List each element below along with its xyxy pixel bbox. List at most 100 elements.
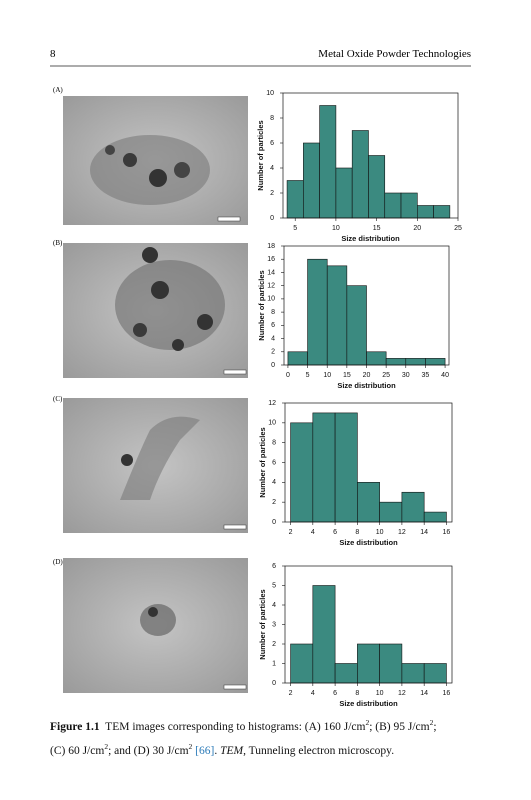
y-axis-label: Number of particles xyxy=(258,589,267,659)
y-tick-label: 4 xyxy=(270,165,274,172)
x-tick-label: 20 xyxy=(413,225,421,232)
bar xyxy=(433,205,451,219)
x-tick-label: 15 xyxy=(343,372,351,379)
y-tick-label: 8 xyxy=(271,309,275,316)
y-tick-label: 14 xyxy=(267,269,275,276)
caption-text: 2 xyxy=(429,718,434,727)
x-tick-label: 8 xyxy=(355,690,359,697)
y-axis-label: Number of particles xyxy=(258,427,267,497)
x-axis-label: Size distribution xyxy=(339,699,398,708)
tem-image-a xyxy=(63,96,248,225)
bar xyxy=(312,585,336,684)
x-axis-label: Size distribution xyxy=(341,234,400,243)
bar xyxy=(423,511,447,523)
y-tick-label: 2 xyxy=(271,349,275,356)
y-tick-label: 10 xyxy=(266,90,274,97)
x-tick-label: 12 xyxy=(398,690,406,697)
y-tick-label: 0 xyxy=(270,215,274,222)
y-tick-label: 0 xyxy=(272,519,276,526)
y-tick-label: 8 xyxy=(270,115,274,122)
caption-text: ; and (D) 30 J/cm xyxy=(108,745,189,757)
y-tick-label: 2 xyxy=(270,190,274,197)
bar xyxy=(286,180,304,219)
y-tick-label: 6 xyxy=(270,140,274,147)
bar xyxy=(335,167,353,219)
bar xyxy=(334,412,358,523)
bar xyxy=(312,412,336,523)
caption-text: Figure 1.1 xyxy=(50,721,100,733)
panel-label: (C) xyxy=(53,395,63,403)
bar xyxy=(346,285,367,366)
x-tick-label: 10 xyxy=(332,225,340,232)
y-tick-label: 10 xyxy=(267,296,275,303)
bar xyxy=(290,422,314,523)
y-tick-label: 18 xyxy=(267,243,275,250)
x-tick-label: 14 xyxy=(420,690,428,697)
x-tick-label: 30 xyxy=(402,372,410,379)
caption-line: (C) 60 J/cm2; and (D) 30 J/cm2 [66]. TEM… xyxy=(50,737,490,761)
bar xyxy=(290,643,314,684)
bar xyxy=(379,501,403,523)
bar xyxy=(417,205,434,219)
y-tick-label: 2 xyxy=(272,641,276,648)
bar xyxy=(366,351,387,366)
page-number: 8 xyxy=(50,48,56,60)
panel-label: (B) xyxy=(53,239,63,247)
bar xyxy=(303,142,320,219)
y-tick-label: 6 xyxy=(271,322,275,329)
citation-link[interactable]: [66] xyxy=(192,745,215,757)
plot-frame xyxy=(282,92,459,219)
bar xyxy=(400,192,418,219)
caption-text: . xyxy=(214,745,221,757)
bar xyxy=(357,643,380,684)
tem-image-c xyxy=(63,398,248,533)
bar xyxy=(423,663,447,684)
y-tick-label: 6 xyxy=(272,563,276,570)
y-tick-label: 12 xyxy=(268,400,276,407)
x-tick-label: 15 xyxy=(373,225,381,232)
x-tick-label: 40 xyxy=(441,372,449,379)
y-axis-label: Number of particles xyxy=(256,120,265,190)
bar xyxy=(368,155,386,219)
x-tick-label: 2 xyxy=(289,690,293,697)
tem-image-d xyxy=(63,558,248,693)
y-tick-label: 1 xyxy=(272,660,276,667)
x-tick-label: 10 xyxy=(376,529,384,536)
caption-text: (C) 60 J/cm xyxy=(50,745,105,757)
bar xyxy=(385,358,407,366)
bar xyxy=(405,358,426,366)
panel-label: (A) xyxy=(53,86,63,94)
y-tick-label: 8 xyxy=(272,440,276,447)
y-tick-label: 4 xyxy=(271,335,275,342)
tem-image-b xyxy=(63,243,248,378)
x-tick-label: 5 xyxy=(293,225,297,232)
y-tick-label: 0 xyxy=(271,362,275,369)
panel-label: (D) xyxy=(53,558,63,566)
bar xyxy=(326,265,348,366)
x-axis-label: Size distribution xyxy=(339,538,398,547)
x-tick-label: 0 xyxy=(286,372,290,379)
caption-text: TEM xyxy=(220,745,244,757)
x-tick-label: 12 xyxy=(398,529,406,536)
x-axis-label: Size distribution xyxy=(337,381,396,390)
bar xyxy=(379,643,403,684)
bar xyxy=(319,105,337,219)
y-tick-label: 5 xyxy=(272,582,276,589)
bar xyxy=(401,491,425,523)
y-tick-label: 4 xyxy=(272,479,276,486)
y-tick-label: 4 xyxy=(272,602,276,609)
caption-text: , Tunneling electron microscopy. xyxy=(243,745,395,757)
x-tick-label: 4 xyxy=(311,690,315,697)
x-tick-label: 25 xyxy=(382,372,390,379)
caption-text: TEM images corresponding to histograms: … xyxy=(99,721,366,733)
bar xyxy=(357,482,380,523)
bar xyxy=(425,358,446,366)
y-tick-label: 6 xyxy=(272,459,276,466)
caption-text: ; xyxy=(433,721,437,733)
x-tick-label: 5 xyxy=(306,372,310,379)
x-tick-label: 25 xyxy=(454,225,462,232)
caption-text: 2 xyxy=(365,718,370,727)
bar xyxy=(287,351,308,366)
